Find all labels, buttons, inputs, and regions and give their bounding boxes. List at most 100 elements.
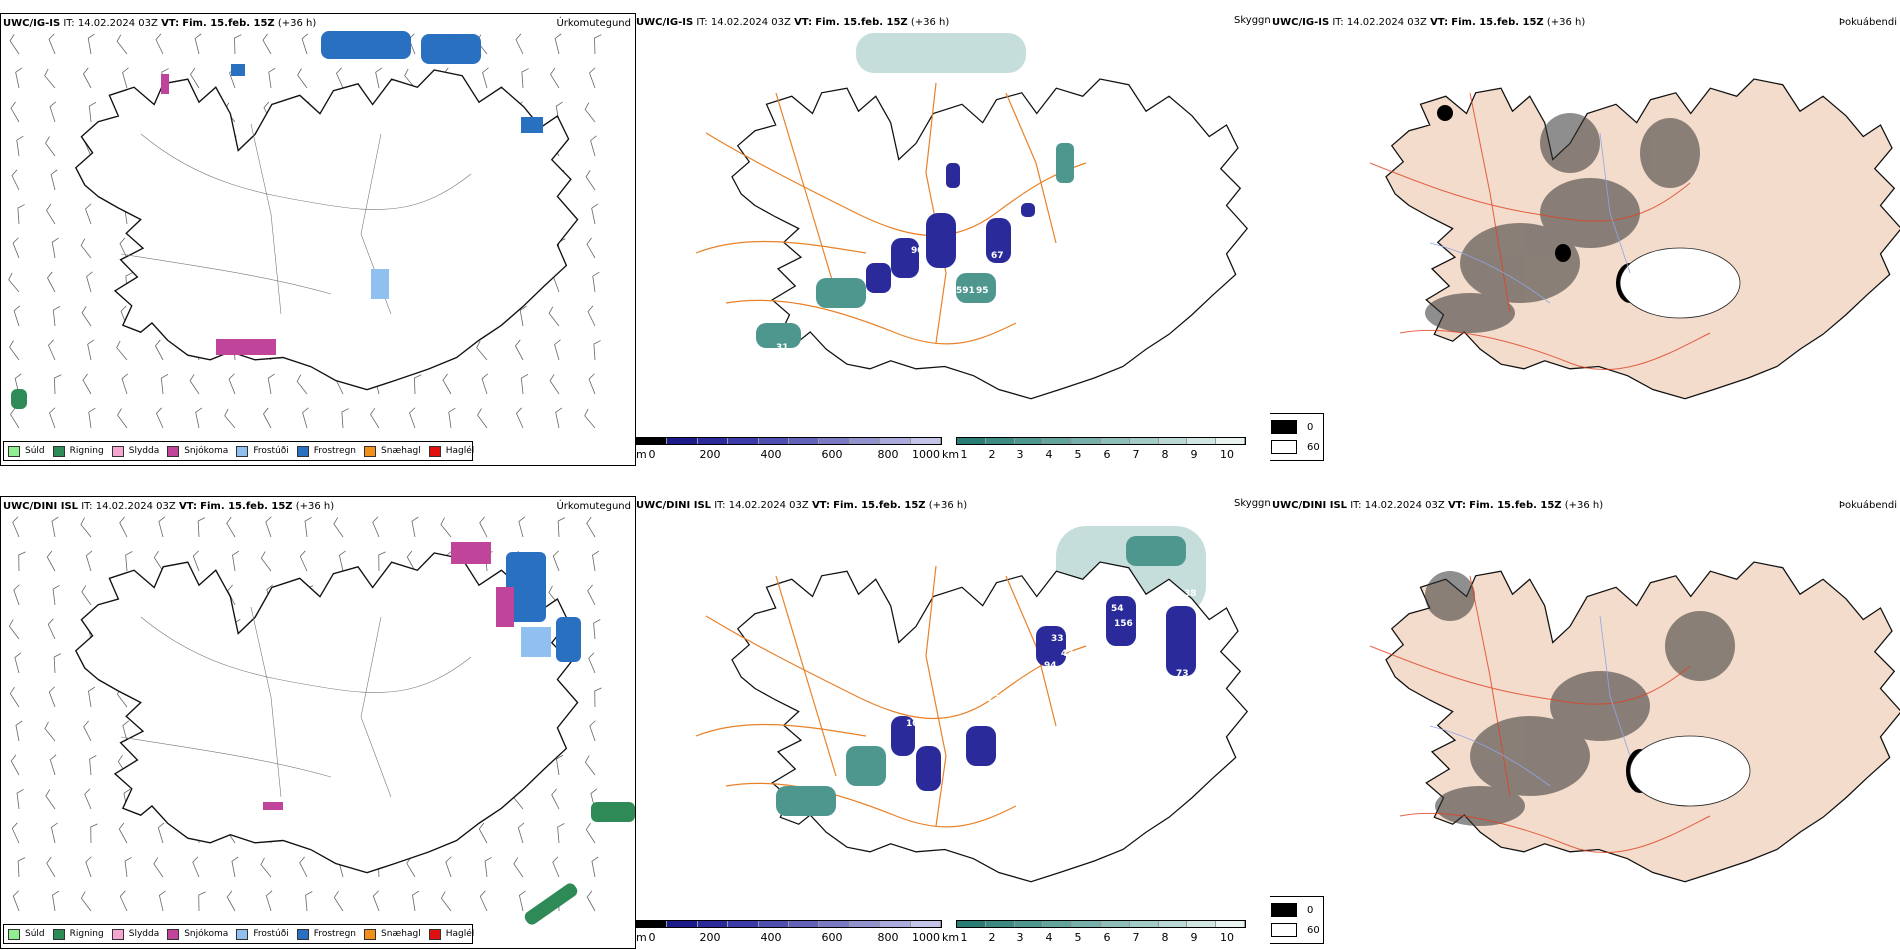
wind-barb bbox=[592, 550, 600, 572]
panel-name: Þokuábendi bbox=[1838, 17, 1897, 28]
wind-barb bbox=[49, 101, 57, 123]
wind-barb bbox=[520, 374, 529, 395]
legend-item: Snjókoma bbox=[167, 928, 228, 940]
wind-barb bbox=[50, 169, 58, 191]
rivers-layer bbox=[1429, 615, 1631, 787]
wind-barb bbox=[49, 407, 56, 429]
wind-barb bbox=[224, 408, 236, 429]
fog-panel-row1: UWC/DINI ISL IT: 14.02.2024 03Z VT: Fim.… bbox=[1270, 496, 1900, 949]
wind-barb bbox=[122, 67, 129, 89]
wind-barb bbox=[440, 517, 452, 538]
colorbar-height: m 0 200 400 600 800 1000 bbox=[636, 920, 942, 948]
wind-barb bbox=[588, 652, 596, 674]
legend-swatch bbox=[52, 928, 65, 940]
colorbar-tick: 4 bbox=[1045, 448, 1053, 461]
wind-barb bbox=[593, 340, 601, 361]
wind-barb bbox=[53, 653, 62, 674]
wind-barb bbox=[584, 755, 596, 776]
precip-map bbox=[8, 516, 635, 925]
wind-barb bbox=[299, 856, 308, 878]
colorbar-strip bbox=[956, 437, 1246, 445]
precip-rigning-area bbox=[11, 389, 27, 409]
wind-barb bbox=[594, 687, 602, 708]
wind-barb bbox=[482, 67, 489, 89]
wind-barb bbox=[8, 619, 20, 640]
roads-layer bbox=[120, 123, 472, 315]
rivers-layer bbox=[1429, 132, 1631, 304]
colorbar-tick: 200 bbox=[699, 931, 721, 944]
wind-barb bbox=[370, 407, 380, 429]
wind-barb bbox=[262, 33, 272, 55]
precip-snjokoma-area bbox=[263, 802, 283, 810]
wind-barb bbox=[267, 373, 275, 395]
wind-barb bbox=[412, 890, 420, 912]
wind-barb bbox=[47, 618, 56, 640]
wind-barb bbox=[521, 68, 529, 89]
wind-barb bbox=[121, 373, 129, 395]
wind-barb bbox=[378, 551, 386, 572]
wind-barb bbox=[16, 788, 24, 810]
precip-frostudi-area bbox=[371, 269, 389, 299]
wind-barb bbox=[588, 373, 596, 395]
wind-barb bbox=[195, 407, 203, 429]
wind-barb bbox=[9, 34, 20, 55]
wind-barb bbox=[192, 550, 200, 572]
map-label: 94 bbox=[901, 306, 914, 316]
map-label: 17 bbox=[951, 346, 964, 356]
wind-barb bbox=[81, 585, 92, 606]
wind-barb bbox=[584, 408, 596, 429]
colorbar-tick: 10 bbox=[1220, 931, 1234, 944]
wind-barb bbox=[586, 516, 596, 538]
wind-barb bbox=[117, 408, 128, 429]
colorbar-tick: 1000 bbox=[912, 448, 940, 461]
wind-barb bbox=[46, 856, 56, 878]
legend-swatch bbox=[8, 445, 20, 457]
map-label: 12 bbox=[1206, 629, 1219, 639]
wind-barb bbox=[406, 550, 416, 572]
wind-barb bbox=[116, 34, 128, 55]
wind-barb bbox=[52, 890, 60, 912]
wind-barb bbox=[341, 408, 349, 429]
wind-barb bbox=[414, 374, 422, 395]
wind-barb bbox=[479, 890, 488, 912]
wind-barb bbox=[119, 516, 128, 538]
colorbar-strip bbox=[636, 437, 942, 445]
panel-name: Skyggni bbox=[1234, 15, 1270, 26]
wind-barb bbox=[515, 339, 524, 361]
colorbar-tick: 4 bbox=[1045, 931, 1053, 944]
colorbar-tick: 7 bbox=[1132, 931, 1140, 944]
wind-barb bbox=[228, 373, 236, 395]
colorbar-unit: km bbox=[942, 931, 960, 944]
wind-barb bbox=[515, 33, 524, 55]
colorbar-tick: 7 bbox=[1132, 448, 1140, 461]
wind-barb bbox=[118, 822, 128, 844]
wind-barb bbox=[44, 721, 56, 742]
colorbar-tick: 600 bbox=[821, 931, 843, 944]
map-label: 591 bbox=[956, 286, 975, 296]
legend-item: Súld bbox=[8, 445, 45, 457]
wind-barb bbox=[411, 516, 419, 538]
legend-swatch bbox=[236, 445, 249, 457]
wind-barb bbox=[585, 823, 596, 844]
legend-swatch bbox=[111, 928, 124, 940]
wind-barb bbox=[52, 584, 60, 606]
wind-barb bbox=[189, 374, 200, 395]
colorbar-unit: km bbox=[942, 448, 960, 461]
precip-snjokoma-area bbox=[451, 542, 491, 564]
wind-barb bbox=[513, 857, 524, 878]
cloud-map-labels: 100 157 382 122 244 89 33 43 94 54 156 2… bbox=[891, 589, 1219, 809]
wind-barb bbox=[372, 890, 380, 912]
wind-barb bbox=[89, 755, 97, 776]
colorbar-tick: 200 bbox=[699, 448, 721, 461]
colorbar-tick: 6 bbox=[1103, 448, 1111, 461]
wind-barb bbox=[587, 305, 596, 327]
wind-barb bbox=[226, 516, 236, 538]
map-label: 33 bbox=[936, 186, 949, 196]
map-label: 220 bbox=[1146, 634, 1165, 644]
map-label: 74 bbox=[1144, 664, 1157, 674]
wind-barb bbox=[589, 720, 596, 742]
colorbar-tick: 600 bbox=[821, 448, 843, 461]
wind-barb bbox=[552, 856, 560, 878]
legend-item: Snjókoma bbox=[167, 445, 228, 457]
wind-barb bbox=[375, 67, 383, 89]
